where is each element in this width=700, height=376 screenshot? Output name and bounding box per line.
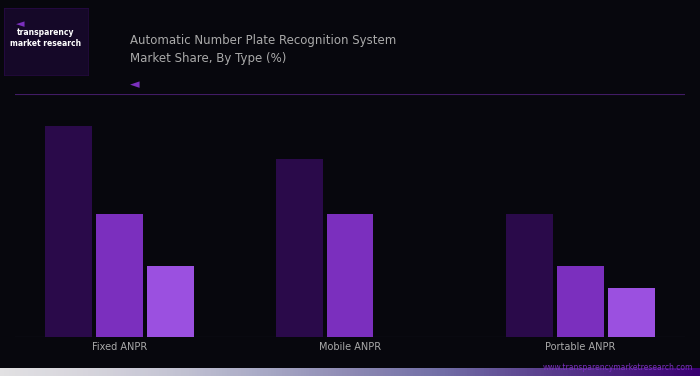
Bar: [327, 214, 373, 337]
Bar: [557, 265, 604, 337]
Text: Automatic Number Plate Recognition System
Market Share, By Type (%): Automatic Number Plate Recognition Syste…: [130, 34, 395, 65]
Bar: [96, 214, 143, 337]
Bar: [608, 288, 655, 337]
Bar: [46, 126, 92, 337]
Text: ◄: ◄: [16, 20, 25, 29]
Bar: [147, 265, 193, 337]
Text: www.transparencymarketresearch.com: www.transparencymarketresearch.com: [542, 363, 693, 372]
Text: ◄: ◄: [130, 78, 139, 91]
Text: transparency
market research: transparency market research: [10, 27, 81, 49]
Bar: [507, 214, 553, 337]
Bar: [276, 159, 323, 337]
